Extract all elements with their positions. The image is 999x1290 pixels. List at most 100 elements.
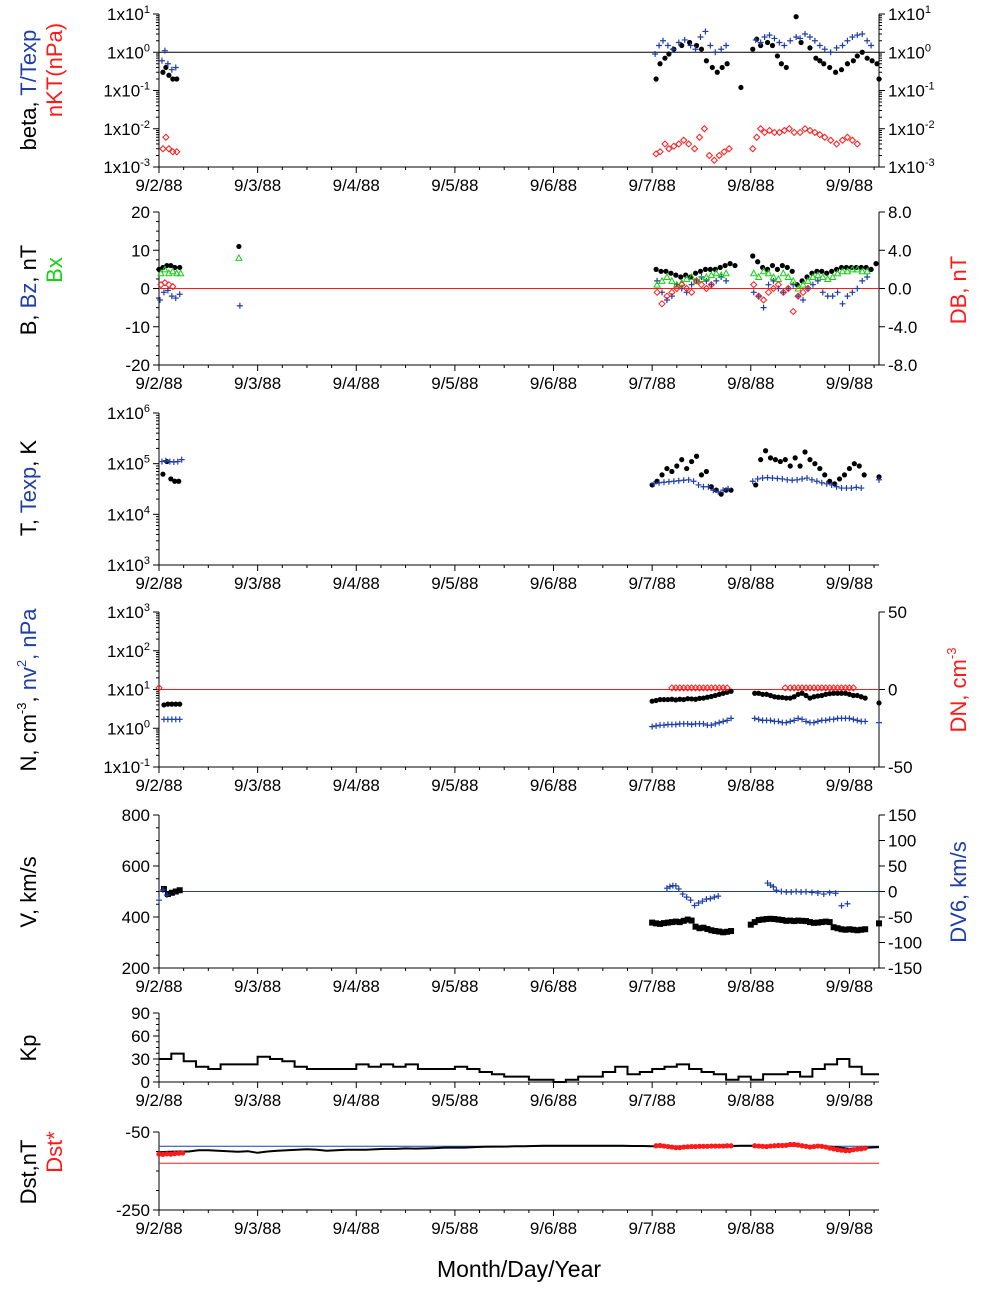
data-point-t: [758, 457, 764, 463]
data-point-nkt: [785, 125, 793, 133]
data-point-dst_star: [858, 1146, 864, 1152]
data-point-db: [161, 279, 169, 287]
data-point-n: [165, 701, 171, 707]
data-point-bz: [800, 296, 807, 303]
data-point-n: [811, 694, 817, 700]
data-point-bx: [161, 265, 169, 273]
data-point-v: [787, 917, 794, 924]
data-point-nv2: [791, 717, 798, 724]
data-point-nkt: [749, 145, 757, 153]
data-point-bz: [168, 293, 175, 300]
data-point-v: [704, 925, 711, 932]
y2-tick-label: 8.0: [888, 203, 912, 222]
x-tick-label: 9/9/88: [826, 977, 873, 996]
data-point-beta: [838, 67, 845, 73]
y2-tick-label: 150: [888, 806, 916, 825]
data-point-dst_star: [831, 1146, 837, 1152]
data-point-nv2: [700, 720, 707, 727]
data-point-beta: [709, 64, 715, 71]
data-point-b: [658, 268, 664, 274]
data-point-b: [663, 268, 669, 274]
data-point-v: [763, 916, 770, 923]
data-point-b: [750, 253, 756, 259]
data-point-db: [169, 282, 177, 291]
x-tick-label: 9/2/88: [135, 176, 182, 195]
data-point-t_texp: [158, 57, 165, 64]
data-point-n: [724, 689, 730, 695]
data-point-n: [807, 695, 813, 701]
data-point-n: [831, 690, 837, 696]
data-point-t_texp: [164, 60, 171, 67]
data-point-dst_star: [787, 1141, 793, 1148]
data-point-db: [754, 292, 763, 300]
data-point-beta: [769, 42, 776, 49]
data-point-bx: [818, 272, 827, 281]
series-dv6: [156, 880, 851, 909]
data-point-t_texp: [687, 42, 694, 49]
y-tick-label: 1x102: [107, 641, 150, 661]
y-tick-label: 1x103: [107, 602, 150, 622]
data-point-v: [657, 920, 664, 927]
data-point-db: [687, 288, 696, 297]
data-point-nv2: [783, 719, 790, 726]
data-point-bz: [795, 293, 802, 300]
data-point-nv2: [767, 717, 774, 724]
data-point-dv6: [683, 894, 690, 901]
data-point-bz: [814, 277, 821, 284]
data-point-n: [720, 690, 726, 696]
data-point-v: [810, 919, 817, 926]
data-point-texp: [779, 475, 786, 482]
y-tick-label: -250: [116, 1201, 150, 1220]
data-point-v: [803, 918, 810, 925]
y-tick-label: 60: [131, 1027, 150, 1046]
data-point-beta: [738, 84, 744, 91]
data-point-beta: [844, 61, 851, 67]
data-point-t_texp: [718, 46, 725, 53]
data-point-t_texp: [752, 36, 759, 43]
data-point-bx: [794, 284, 802, 292]
data-point-v: [716, 928, 723, 935]
data-point-beta: [850, 58, 856, 64]
data-point-nv2: [799, 716, 806, 723]
data-point-dst_star: [763, 1143, 770, 1150]
y2-tick-label: 0.0: [888, 280, 912, 299]
data-point-db: [165, 280, 173, 289]
data-point-t: [772, 457, 779, 463]
data-point-nkt: [790, 128, 798, 137]
data-point-n: [661, 696, 667, 703]
data-point-n: [827, 691, 833, 697]
x-tick-label: 9/4/88: [333, 176, 380, 195]
data-point-beta: [166, 72, 172, 78]
data-point-texp: [833, 483, 840, 490]
data-point-bz: [156, 296, 163, 303]
y2-tick-label: -4.0: [888, 318, 917, 337]
data-point-dst_star: [724, 1143, 730, 1149]
data-point-beta: [666, 51, 672, 57]
data-point-b: [824, 270, 830, 276]
data-point-n: [862, 695, 868, 701]
data-point-dst_star: [180, 1150, 186, 1156]
data-point-beta: [719, 64, 725, 71]
data-point-t_texp: [697, 34, 704, 41]
data-point-dst_star: [692, 1143, 699, 1150]
data-point-dst_star: [815, 1143, 821, 1149]
data-point-nv2: [751, 715, 758, 722]
data-point-v: [783, 917, 790, 924]
data-point-beta: [876, 76, 882, 82]
data-point-nkt: [690, 145, 699, 153]
data-point-dv6: [707, 895, 714, 902]
data-point-nv2: [795, 715, 802, 722]
data-point-dst_star: [807, 1144, 813, 1150]
data-point-v: [814, 919, 821, 926]
x-tick-label: 9/7/88: [629, 776, 676, 795]
data-point-v: [660, 920, 667, 927]
data-point-bx: [779, 269, 788, 277]
data-point-v: [160, 885, 167, 892]
data-point-v: [668, 919, 675, 926]
data-point-bz: [172, 295, 179, 302]
data-point-v: [826, 919, 833, 926]
data-point-b: [653, 266, 659, 272]
data-point-texp: [848, 485, 855, 492]
data-point-texp: [690, 478, 697, 485]
